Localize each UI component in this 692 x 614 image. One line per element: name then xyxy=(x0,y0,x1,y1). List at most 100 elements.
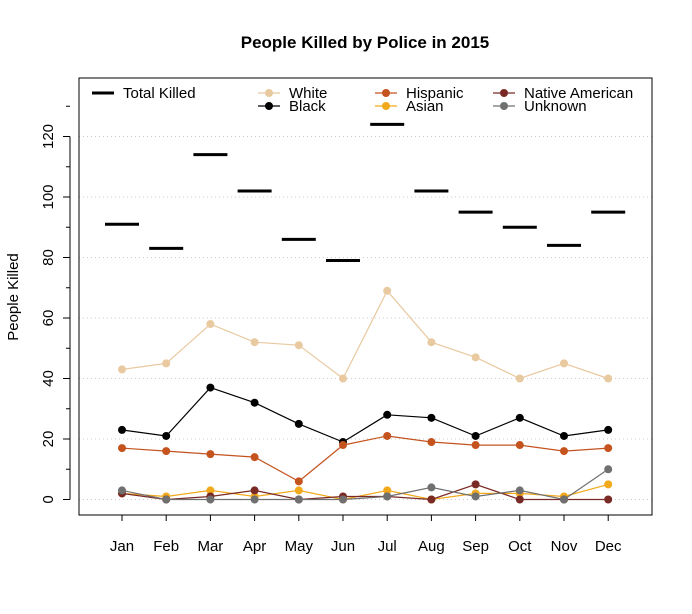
series-line-asian xyxy=(121,483,609,501)
grid-layer xyxy=(79,136,652,500)
x-tick-label: Jul xyxy=(378,538,397,555)
y-tick-label: 100 xyxy=(40,184,57,209)
point-native-american xyxy=(427,495,436,504)
point-unknown xyxy=(294,495,303,504)
point-unknown xyxy=(471,492,480,501)
point-unknown xyxy=(206,495,215,504)
point-black xyxy=(471,431,480,440)
point-hispanic xyxy=(294,477,303,486)
point-unknown xyxy=(118,486,126,495)
point-hispanic xyxy=(339,441,347,450)
point-hispanic xyxy=(250,453,259,462)
point-black xyxy=(162,431,171,440)
legend-marker-unknown xyxy=(500,102,508,110)
x-tick-label: Dec xyxy=(595,538,622,555)
point-white xyxy=(339,374,347,383)
point-native-american xyxy=(471,480,480,489)
point-asian xyxy=(383,486,392,495)
point-white xyxy=(427,338,436,347)
point-asian xyxy=(206,486,215,495)
axes-layer: 0 20 40 60 80 100 120 Jan Feb Mar Apr May Jun Jul Aug S… xyxy=(40,105,622,555)
point-hispanic xyxy=(427,438,436,447)
legend-marker-hispanic xyxy=(382,89,390,97)
point-white xyxy=(604,374,613,383)
x-tick-label: Nov xyxy=(551,538,578,555)
y-tick-label: 80 xyxy=(40,249,57,266)
point-black xyxy=(604,425,613,434)
y-tick-label: 60 xyxy=(40,310,57,327)
y-tick-label: 20 xyxy=(40,431,57,448)
y-tick-label: 0 xyxy=(40,495,57,503)
point-unknown xyxy=(604,465,613,474)
point-native-american xyxy=(250,486,259,495)
point-black xyxy=(427,413,436,422)
legend-label-white: White xyxy=(289,85,327,102)
legend-marker-black xyxy=(265,102,273,110)
point-hispanic xyxy=(162,447,171,456)
point-white xyxy=(471,353,480,362)
point-black xyxy=(515,413,524,422)
x-tick-label: Aug xyxy=(418,538,445,555)
series-line-unknown xyxy=(121,468,609,501)
point-hispanic xyxy=(560,447,568,456)
series-line-white xyxy=(121,289,609,380)
x-tick-label: Jun xyxy=(331,538,355,555)
x-tick-label: Oct xyxy=(508,538,532,555)
x-tick-label: Mar xyxy=(197,538,223,555)
point-unknown xyxy=(560,495,568,504)
y-axis-label: People Killed xyxy=(5,253,22,341)
legend-label-black: Black xyxy=(289,98,326,115)
point-white xyxy=(250,338,259,347)
legend-label-native-american: Native American xyxy=(524,85,633,102)
point-unknown xyxy=(250,495,259,504)
legend-marker-native-american xyxy=(500,89,508,97)
point-native-american xyxy=(515,495,524,504)
x-tick-label: Sep xyxy=(462,538,489,555)
point-white xyxy=(162,359,171,368)
point-black xyxy=(560,431,568,440)
point-black xyxy=(250,398,259,407)
y-tick-label: 120 xyxy=(40,124,57,149)
x-tick-label: Apr xyxy=(243,538,266,555)
point-black xyxy=(294,419,303,428)
point-hispanic xyxy=(604,444,613,453)
point-black xyxy=(118,425,126,434)
plot-frame xyxy=(78,77,653,516)
series-layer xyxy=(105,122,626,504)
point-unknown xyxy=(162,495,171,504)
point-white xyxy=(206,320,215,329)
point-white xyxy=(383,286,392,295)
point-white xyxy=(294,341,303,350)
legend-marker-asian xyxy=(382,102,390,110)
legend-label-asian: Asian xyxy=(406,98,444,115)
point-asian xyxy=(604,480,613,489)
point-white xyxy=(560,359,568,368)
point-hispanic xyxy=(118,444,126,453)
point-asian xyxy=(294,486,303,495)
point-unknown xyxy=(339,495,347,504)
point-white xyxy=(118,365,126,374)
point-hispanic xyxy=(206,450,215,459)
x-tick-label: Feb xyxy=(153,538,179,555)
chart-title: People Killed by Police in 2015 xyxy=(241,33,489,52)
series-line-hispanic xyxy=(121,435,609,483)
point-white xyxy=(515,374,524,383)
y-tick-label: 40 xyxy=(40,370,57,387)
legend-label-total-killed: Total Killed xyxy=(123,85,196,102)
point-black xyxy=(206,383,215,392)
x-tick-label: Jan xyxy=(110,538,134,555)
point-hispanic xyxy=(515,441,524,450)
point-native-american xyxy=(604,495,613,504)
point-unknown xyxy=(515,486,524,495)
legend-label-unknown: Unknown xyxy=(524,98,587,115)
point-black xyxy=(383,410,392,419)
legend-label-hispanic: Hispanic xyxy=(406,85,464,102)
legend-marker-white xyxy=(265,89,273,97)
point-unknown xyxy=(427,483,436,492)
point-hispanic xyxy=(383,431,392,440)
x-tick-label: May xyxy=(285,538,314,555)
series-line-native-american xyxy=(121,483,609,501)
point-hispanic xyxy=(471,441,480,450)
